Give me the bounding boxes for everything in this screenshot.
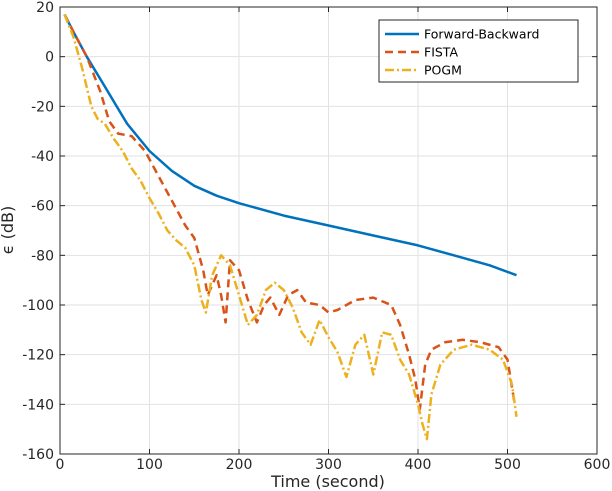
legend-entry: POGM (424, 63, 462, 78)
x-tick-label: 400 (405, 457, 432, 473)
y-tick-label: -80 (31, 248, 54, 264)
y-tick-label: -140 (22, 397, 54, 413)
x-tick-label: 600 (584, 457, 611, 473)
x-axis-ticks: 0 100 200 300 400 500 600 (56, 7, 611, 473)
y-tick-label: -120 (22, 348, 54, 364)
y-tick-label: 20 (36, 0, 54, 16)
y-axis-label: ϵ (dB) (0, 206, 17, 255)
y-tick-label: -160 (22, 447, 54, 463)
y-tick-label: -100 (22, 298, 54, 314)
legend-entry: FISTA (424, 45, 458, 60)
x-tick-label: 200 (226, 457, 253, 473)
series-line-fista (63, 13, 516, 411)
x-tick-label: 500 (494, 457, 521, 473)
legend: Forward-Backward FISTA POGM (378, 19, 579, 83)
legend-entry: Forward-Backward (424, 27, 539, 42)
y-tick-label: -60 (31, 199, 54, 215)
y-tick-label: 0 (45, 50, 54, 66)
series-line-pogm (63, 13, 518, 441)
x-tick-label: 100 (136, 457, 163, 473)
y-axis-ticks: -160 -140 -120 -100 -80 -60 -40 -20 0 20 (22, 0, 597, 463)
series-layer (63, 13, 518, 441)
series-line-forward-backward (63, 13, 517, 277)
x-axis-label: Time (second) (270, 472, 385, 491)
x-tick-label: 0 (56, 457, 65, 473)
y-tick-label: -20 (31, 99, 54, 115)
x-tick-label: 300 (315, 457, 342, 473)
y-tick-label: -40 (31, 149, 54, 165)
